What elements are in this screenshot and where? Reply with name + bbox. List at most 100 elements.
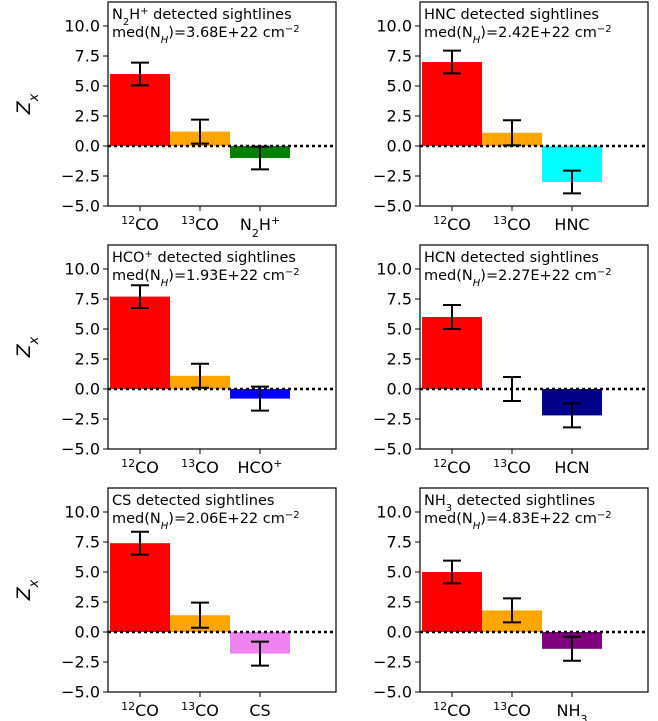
error-bar-1: [443, 49, 461, 75]
y-tick-label: −2.5: [373, 167, 412, 186]
panel-1: 10.0 7.5 5.0 2.5 0.0 −2.5 −5.0 12CO 13CO N2H+ N2H+…: [13, 1, 337, 240]
error-bar-2: [191, 118, 209, 145]
x-tick-label: 13CO: [493, 700, 531, 721]
y-tick-label: −5.0: [61, 683, 100, 702]
y-tick-label: −2.5: [373, 653, 412, 672]
y-tick-label: 0.0: [75, 623, 100, 642]
y-tick-label: 5.0: [75, 77, 100, 96]
error-bar-3: [563, 635, 581, 662]
y-tick-label: 5.0: [75, 563, 100, 582]
error-bar-3: [563, 169, 581, 195]
y-tick-label: 7.5: [75, 47, 100, 66]
y-tick-label: 7.5: [387, 47, 412, 66]
x-tick-label: NH3: [557, 701, 588, 721]
error-bar-3: [251, 385, 269, 412]
error-bar-1: [443, 559, 461, 585]
y-tick-label: 7.5: [75, 533, 100, 552]
bar-1: [110, 296, 170, 389]
y-tick-label: 5.0: [387, 77, 412, 96]
x-tick-label: 12CO: [121, 457, 159, 478]
error-bar-3: [563, 402, 581, 429]
y-tick-label: 7.5: [75, 290, 100, 309]
axes-frame: [419, 487, 649, 693]
y-axis-label: Zx: [13, 93, 42, 115]
panel-title: HNC detected sightlines: [424, 7, 599, 23]
x-tick-label: HCO+: [237, 457, 282, 478]
y-tick-label: 10.0: [376, 503, 412, 522]
y-tick-label: 10.0: [376, 17, 412, 36]
axes-frame: [419, 1, 649, 207]
x-tick-label: HNC: [554, 215, 589, 234]
error-bar-1: [131, 530, 149, 556]
median-column-density: med(NH)=2.06E+22 cm−2: [112, 510, 300, 532]
error-bar-1: [443, 304, 461, 330]
x-tick-label: 13CO: [493, 214, 531, 235]
y-tick-label: 2.5: [75, 107, 100, 126]
panel-6: 10.0 7.5 5.0 2.5 0.0 −2.5 −5.0 12CO 13CO NH3 NH3 d…: [373, 487, 649, 721]
error-bar-2: [503, 119, 521, 147]
panel-4: 10.0 7.5 5.0 2.5 0.0 −2.5 −5.0 12CO 13CO HCN HCN d…: [373, 244, 649, 478]
panel-title: NH3 detected sightlines: [424, 493, 595, 514]
bar-1: [422, 62, 482, 146]
y-tick-label: 2.5: [75, 593, 100, 612]
median-column-density: med(NH)=3.68E+22 cm−2: [112, 24, 300, 46]
y-tick-label: 0.0: [387, 380, 412, 399]
x-tick-label: 13CO: [493, 457, 531, 478]
x-tick-label: HCN: [554, 458, 589, 477]
y-tick-label: −5.0: [61, 440, 100, 459]
y-axis-label: Zx: [13, 336, 42, 358]
x-tick-label: 13CO: [181, 700, 219, 721]
median-column-density: med(NH)=2.27E+22 cm−2: [424, 267, 612, 289]
panel-title: N2H+ detected sightlines: [112, 6, 292, 28]
y-axis-label: Zx: [13, 579, 42, 601]
panel-title: HCO+ detected sightlines: [112, 249, 296, 267]
axes-frame: [107, 1, 337, 207]
bar-1: [110, 543, 170, 632]
error-bar-3: [251, 145, 269, 171]
median-column-density: med(NH)=1.93E+22 cm−2: [112, 267, 300, 289]
panel-title: HCN detected sightlines: [424, 250, 599, 266]
x-tick-label: 13CO: [181, 457, 219, 478]
y-tick-label: 2.5: [75, 350, 100, 369]
y-tick-label: 2.5: [387, 593, 412, 612]
y-tick-label: −5.0: [373, 683, 412, 702]
error-bar-2: [503, 376, 521, 402]
y-tick-label: −5.0: [373, 197, 412, 216]
axes-frame: [107, 244, 337, 450]
x-tick-label: 12CO: [433, 457, 471, 478]
y-tick-label: −5.0: [373, 440, 412, 459]
y-tick-label: −2.5: [61, 410, 100, 429]
axes-frame: [419, 244, 649, 450]
y-tick-label: 2.5: [387, 350, 412, 369]
y-tick-label: 0.0: [75, 137, 100, 156]
y-tick-label: −2.5: [373, 410, 412, 429]
error-bar-1: [131, 284, 149, 309]
median-column-density: med(NH)=2.42E+22 cm−2: [424, 24, 612, 46]
x-tick-label: CS: [249, 701, 270, 720]
y-tick-label: 0.0: [387, 623, 412, 642]
x-tick-label: 12CO: [433, 214, 471, 235]
error-bar-2: [503, 597, 521, 624]
y-tick-label: 7.5: [387, 290, 412, 309]
axes-frame: [107, 487, 337, 693]
median-column-density: med(NH)=4.83E+22 cm−2: [424, 510, 612, 532]
y-tick-label: 5.0: [387, 563, 412, 582]
panel-5: 10.0 7.5 5.0 2.5 0.0 −2.5 −5.0 12CO 13CO CS CS det…: [13, 487, 337, 721]
error-bar-2: [191, 601, 209, 629]
y-tick-label: 10.0: [64, 260, 100, 279]
y-tick-label: 7.5: [387, 533, 412, 552]
y-tick-label: −2.5: [61, 167, 100, 186]
panel-2: 10.0 7.5 5.0 2.5 0.0 −2.5 −5.0 12CO 13CO HNC HNC d…: [373, 1, 649, 235]
x-tick-label: N2H+: [240, 214, 280, 240]
x-tick-label: 12CO: [121, 700, 159, 721]
error-bar-3: [251, 640, 269, 667]
y-tick-label: 10.0: [376, 260, 412, 279]
y-tick-label: 5.0: [387, 320, 412, 339]
x-tick-label: 12CO: [433, 700, 471, 721]
x-tick-label: 13CO: [181, 214, 219, 235]
panel-title: CS detected sightlines: [112, 493, 274, 509]
y-tick-label: 10.0: [64, 503, 100, 522]
x-tick-label: 12CO: [121, 214, 159, 235]
y-tick-label: 0.0: [75, 380, 100, 399]
